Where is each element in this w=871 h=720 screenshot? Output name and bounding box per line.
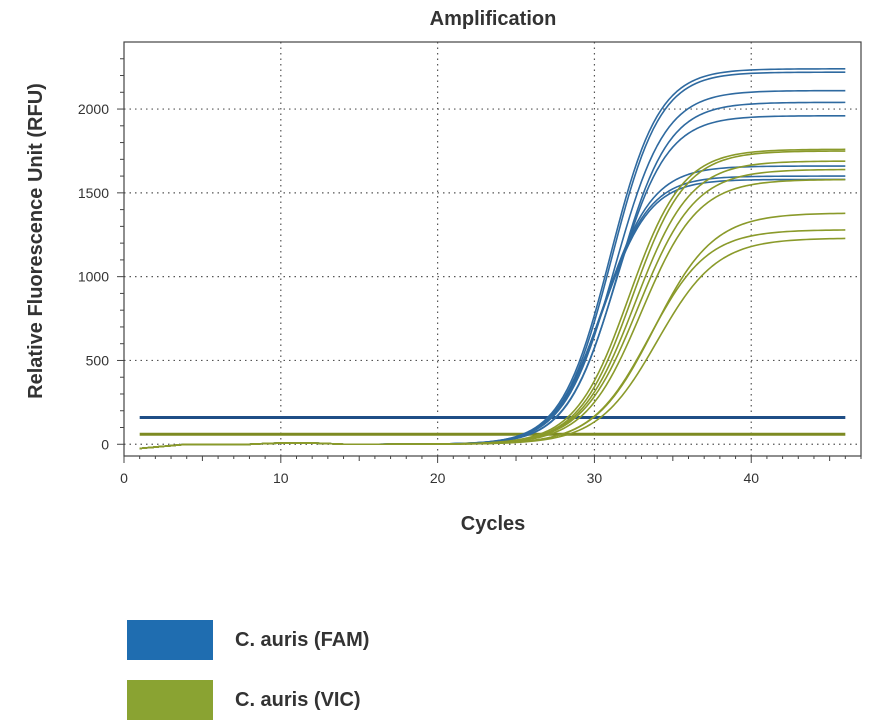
curve-fam-6 [139, 175, 846, 450]
curve-vic-7 [139, 237, 846, 450]
amplification-curves [139, 68, 846, 450]
legend-swatch-vic [127, 680, 213, 720]
chart-title: Amplification [430, 8, 557, 30]
plot-frame [123, 41, 862, 457]
legend-label-vic: C. auris (VIC) [235, 688, 361, 711]
y-tick-label-2: 1000 [78, 269, 109, 285]
curve-vic-2 [139, 160, 846, 450]
threshold-lines [139, 415, 846, 436]
y-axis-ticks: 0 500 1000 1500 2000 [78, 58, 124, 452]
legend-item-fam: C. auris (FAM) [127, 620, 369, 660]
x-tick-label-4: 40 [743, 470, 759, 486]
x-tick-label-3: 30 [587, 470, 603, 486]
y-tick-label-4: 2000 [78, 101, 109, 117]
curve-vic-3 [139, 168, 846, 450]
curve-vic-6 [139, 229, 846, 450]
curve-vic-5 [139, 212, 846, 450]
legend-label-fam: C. auris (FAM) [235, 628, 370, 651]
x-tick-label-1: 10 [273, 470, 289, 486]
x-tick-label-0: 0 [120, 470, 128, 486]
grid-lines [124, 42, 861, 456]
x-axis-ticks: 0 10 20 30 40 [120, 456, 862, 486]
curve-fam-2 [139, 89, 846, 450]
curve-fam-0 [139, 68, 846, 450]
y-tick-label-1: 500 [86, 352, 110, 368]
curve-fam-4 [139, 114, 846, 450]
legend-item-vic: C. auris (VIC) [127, 680, 361, 720]
curve-vic-1 [139, 150, 846, 450]
curve-fam-1 [139, 71, 846, 450]
x-axis-label: Cycles [461, 513, 526, 535]
curve-vic-4 [139, 178, 846, 450]
curve-vic-0 [139, 148, 846, 450]
y-axis-label: Relative Fluorescence Unit (RFU) [25, 83, 47, 399]
x-tick-label-2: 20 [430, 470, 446, 486]
curve-fam-5 [139, 165, 846, 450]
y-tick-label-3: 1500 [78, 185, 109, 201]
curve-fam-7 [139, 178, 846, 450]
legend-swatch-fam [127, 620, 213, 660]
y-tick-label-0: 0 [101, 436, 109, 452]
